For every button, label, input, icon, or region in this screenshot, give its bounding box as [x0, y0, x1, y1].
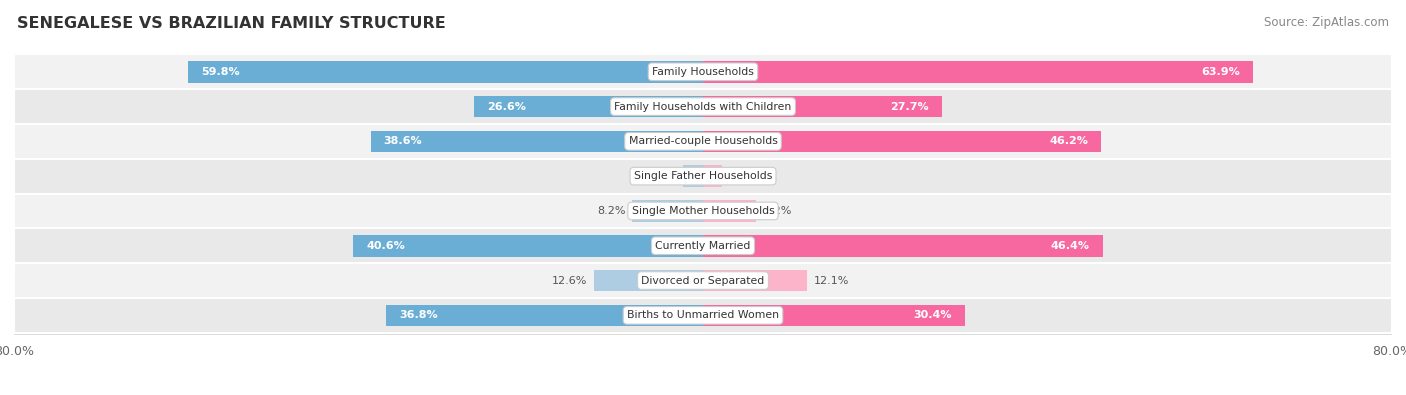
Bar [14, 228, 1392, 263]
Bar [703, 96, 942, 117]
Text: 12.6%: 12.6% [553, 276, 588, 286]
Bar [14, 194, 1392, 228]
Text: 27.7%: 27.7% [890, 102, 928, 111]
Text: 6.2%: 6.2% [763, 206, 792, 216]
Text: 38.6%: 38.6% [384, 136, 422, 147]
Bar [703, 61, 1253, 83]
Bar [14, 298, 1392, 333]
Text: 26.6%: 26.6% [486, 102, 526, 111]
Legend: Senegalese, Brazilian: Senegalese, Brazilian [603, 391, 803, 395]
Text: 2.3%: 2.3% [648, 171, 676, 181]
Bar [14, 263, 1392, 298]
Text: 2.2%: 2.2% [728, 171, 758, 181]
Text: 8.2%: 8.2% [598, 206, 626, 216]
Text: Births to Unmarried Women: Births to Unmarried Women [627, 310, 779, 320]
Text: 63.9%: 63.9% [1202, 67, 1240, 77]
Text: Married-couple Households: Married-couple Households [628, 136, 778, 147]
Bar [703, 305, 965, 326]
Text: 46.4%: 46.4% [1050, 241, 1090, 251]
Bar [387, 305, 703, 326]
Text: 36.8%: 36.8% [399, 310, 437, 320]
Text: Family Households with Children: Family Households with Children [614, 102, 792, 111]
Bar [703, 166, 721, 187]
Text: Single Father Households: Single Father Households [634, 171, 772, 181]
Bar [14, 89, 1392, 124]
Bar [14, 55, 1392, 89]
Bar [353, 235, 703, 256]
Text: 30.4%: 30.4% [914, 310, 952, 320]
Bar [703, 235, 1102, 256]
Bar [703, 270, 807, 292]
Bar [371, 131, 703, 152]
Text: 59.8%: 59.8% [201, 67, 239, 77]
Text: Source: ZipAtlas.com: Source: ZipAtlas.com [1264, 16, 1389, 29]
Text: Divorced or Separated: Divorced or Separated [641, 276, 765, 286]
Text: SENEGALESE VS BRAZILIAN FAMILY STRUCTURE: SENEGALESE VS BRAZILIAN FAMILY STRUCTURE [17, 16, 446, 31]
Text: 40.6%: 40.6% [367, 241, 405, 251]
Bar [633, 200, 703, 222]
Bar [595, 270, 703, 292]
Bar [703, 200, 756, 222]
Bar [14, 124, 1392, 159]
Bar [683, 166, 703, 187]
Bar [703, 131, 1101, 152]
Text: 12.1%: 12.1% [814, 276, 849, 286]
Text: Single Mother Households: Single Mother Households [631, 206, 775, 216]
Bar [474, 96, 703, 117]
Bar [188, 61, 703, 83]
Text: Family Households: Family Households [652, 67, 754, 77]
Text: 46.2%: 46.2% [1049, 136, 1088, 147]
Text: Currently Married: Currently Married [655, 241, 751, 251]
Bar [14, 159, 1392, 194]
